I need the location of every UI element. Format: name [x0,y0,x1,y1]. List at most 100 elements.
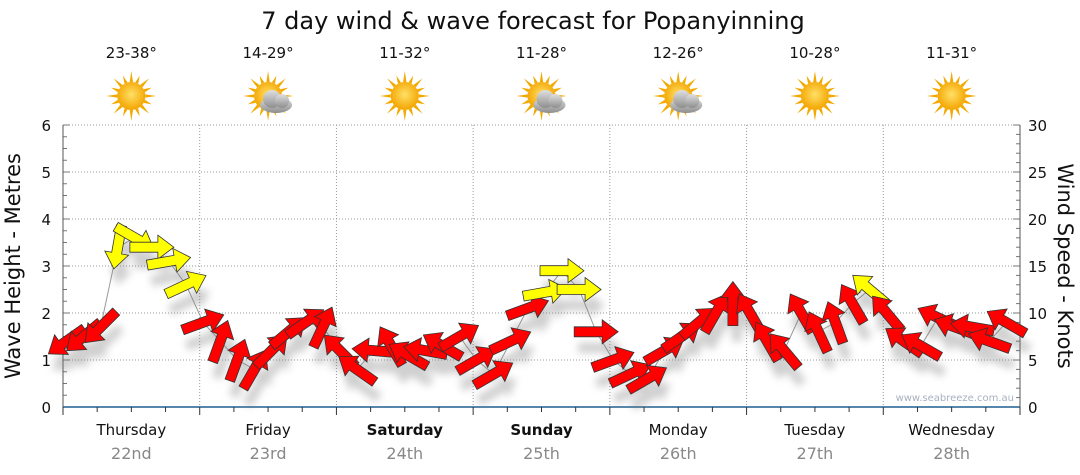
cloud-shape [533,90,566,113]
sun-ray [813,109,817,121]
wind-arrow [47,323,88,355]
sun-ray [521,99,530,105]
sun-ray [403,109,407,121]
sun-ray [797,78,807,88]
y-tick-label-left: 3 [41,258,51,276]
sun-ray [266,109,270,121]
temperature-label: 23-38° [106,44,157,62]
sun-ray [408,108,414,117]
sun-ray [553,87,562,93]
sun-ray [828,94,840,98]
sun-ray [669,108,675,117]
date-label: 27th [797,444,834,463]
sun-ray [408,75,414,84]
sun-ray [806,75,812,84]
sun-ray [516,94,528,98]
sun-ray [387,104,397,114]
sun-ray [140,104,150,114]
sun-ray [681,75,687,84]
sun-ray [143,87,152,93]
temperature-label: 10-28° [789,44,840,62]
sun-ray [521,87,530,93]
sun-ray [818,75,824,84]
sun-ray [396,108,402,117]
sun-ray [396,75,402,84]
sun-ray [797,104,807,114]
sun-ray [122,108,128,117]
y-tick-label-left: 1 [41,352,51,370]
sun-icon [379,71,430,121]
y-tick-label-right: 10 [1028,305,1047,323]
sun-ray [413,104,423,114]
y-tick-label-right: 15 [1028,258,1047,276]
sun-ray [276,78,286,88]
wind-arrow [769,333,803,372]
sun-ray [379,94,391,98]
wind-arrow [967,327,1013,354]
sun-ray [660,78,670,88]
sun-ray [686,78,696,88]
sun-ray [789,94,802,98]
sun-ray [140,78,150,88]
sun-ray [806,108,812,117]
y-tick-label-left: 6 [41,117,51,135]
day-label: Tuesday [783,421,845,439]
wind-arrow [804,311,833,355]
wind-arrow [720,280,746,327]
arrow-shadow [972,343,1016,370]
y-tick-label-left: 4 [41,211,51,229]
day-label: Sunday [510,421,573,439]
wind-arrow [454,346,497,376]
wind-arrow [224,338,252,383]
sun-ray [111,87,120,93]
sun-ray [539,71,544,83]
sun-ray [657,99,667,105]
sun-ray [418,94,430,98]
wind-arrow [145,247,192,273]
temperature-label: 11-31° [926,44,977,62]
day-label: Wednesday [908,421,995,439]
arrow-shadow [889,343,929,374]
wind-arrow [821,301,849,346]
sun-ray [106,94,118,98]
y-axis-label-left: Wave Height - Metres [1,153,25,379]
sun-ray [965,94,977,98]
date-label: 24th [386,444,423,463]
sun-ray [523,78,533,88]
sun-icon [926,71,977,121]
date-label: 25th [523,444,560,463]
sun-ray [933,78,943,88]
sun-ray [135,75,140,84]
sun-ray [145,94,157,98]
date-label: 23rd [250,444,287,463]
cloud-shape [670,90,703,113]
y-tick-label-right: 5 [1028,352,1038,370]
wind-arrow [471,360,514,390]
sun-ray [523,104,533,114]
wind-arrow [504,294,550,322]
sun-ray [963,87,972,93]
sun-ray [266,71,270,83]
wind-arrow [388,341,431,372]
wind-arrow [163,270,207,300]
day-label: Thursday [95,421,166,439]
wind-arrow [437,322,480,353]
sun-ray [823,78,833,88]
wind-arrow [84,307,121,344]
sun-ray [533,75,538,84]
wind-arrow [872,295,906,334]
sun-ray [931,99,940,105]
temperature-label: 11-32° [379,44,430,62]
sun-ray [384,99,393,105]
sun-ray [247,99,256,105]
sun-disc [390,82,419,110]
sun-ray [657,87,667,93]
sun-ray [403,71,407,83]
sun-ray [794,87,803,93]
sun-ray [387,78,397,88]
sun-ray [676,71,680,83]
wind-arrow [308,306,337,350]
temperature-label: 11-28° [516,44,567,62]
